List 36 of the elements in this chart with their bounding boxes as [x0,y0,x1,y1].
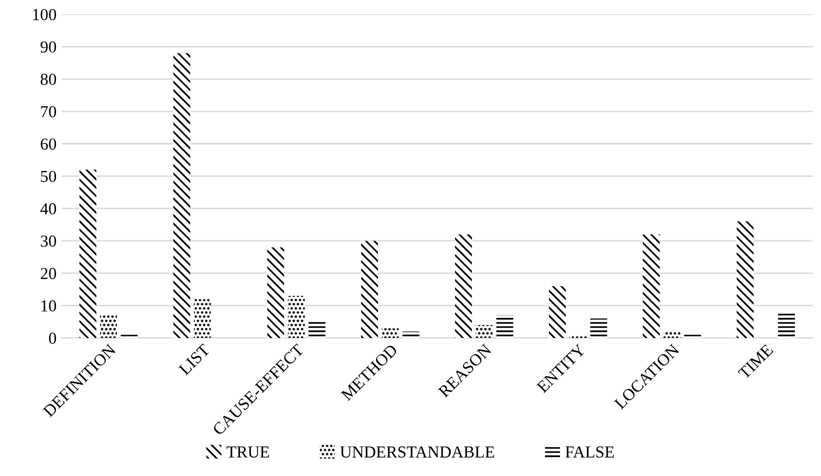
bar [361,240,378,338]
y-tick-label: 30 [40,236,56,247]
bar [382,328,399,338]
bar [402,331,420,338]
bar [100,315,117,338]
bar [288,296,305,338]
bar [120,334,138,338]
y-tick-label: 50 [41,170,56,182]
bar [590,318,608,338]
bar [663,331,680,338]
bar [476,325,493,338]
bar [194,299,211,338]
legend-label: TRUE [226,446,270,458]
bar [548,286,566,338]
y-tick-label: 0 [49,332,56,344]
bar [308,322,326,338]
legend-label: UNDERSTANDABLE [340,446,494,458]
y-tick-label: 20 [40,268,56,280]
bar [496,315,514,338]
bar [684,334,702,338]
bar [79,170,96,338]
y-tick-label: 10 [42,300,56,312]
bar [778,312,795,338]
y-tick-label: 90 [40,41,56,53]
y-tick-label: 40 [40,203,56,214]
y-tick-label: 100 [33,8,56,20]
legend-label: FALSE [565,446,614,458]
y-tick-label: 60 [40,138,56,150]
bar [455,234,472,338]
y-tick-label: 80 [40,74,56,85]
y-tick-label: 70 [41,106,56,118]
bar [736,221,754,338]
bar [642,234,660,338]
bar [570,334,586,338]
bar [267,247,284,338]
bar [173,53,190,338]
